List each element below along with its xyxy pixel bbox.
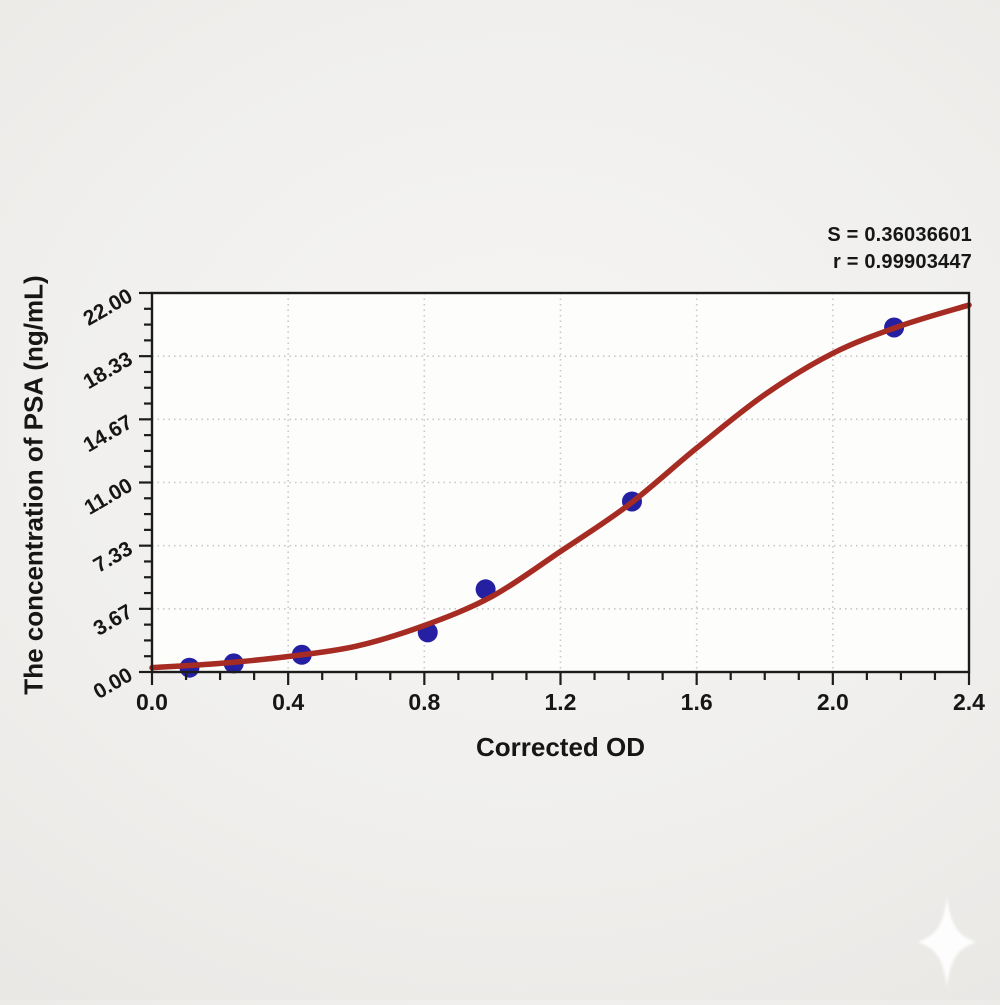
r-value: r = 0.99903447 <box>832 251 972 273</box>
x-tick-label: 2.0 <box>817 689 849 715</box>
fit-statistics: S = 0.36036601 r = 0.99903447 <box>827 222 972 276</box>
x-tick-label: 1.6 <box>681 689 713 715</box>
x-tick-label: 0.4 <box>272 689 304 715</box>
x-tick-label: 2.4 <box>953 689 985 715</box>
sparkle-icon <box>918 897 976 987</box>
fit-curve <box>149 302 972 671</box>
x-tick-label: 1.2 <box>545 689 577 715</box>
x-tick-label: 0.0 <box>136 689 168 715</box>
x-axis-title: Corrected OD <box>475 732 646 762</box>
x-tick-label: 0.8 <box>408 689 440 715</box>
s-value: S = 0.36036601 <box>827 224 972 246</box>
